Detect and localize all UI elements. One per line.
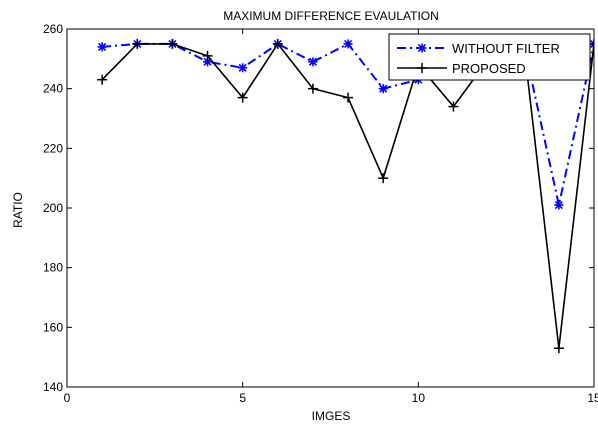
legend: WITHOUT FILTER PROPOSED [389, 34, 590, 80]
data-point [344, 39, 353, 48]
legend-label: PROPOSED [452, 61, 526, 76]
data-point [98, 42, 107, 51]
y-tick-label: 160 [43, 320, 63, 334]
data-point [554, 201, 563, 210]
y-tick-label: 240 [43, 82, 63, 96]
y-tick-label: 260 [43, 22, 63, 36]
x-tick-label: 5 [239, 391, 246, 405]
data-point [379, 84, 388, 93]
data-point [308, 57, 317, 66]
data-point [238, 63, 247, 72]
legend-label: WITHOUT FILTER [452, 41, 560, 56]
chart-title: MAXIMUM DIFFERENCE EVAULATION [223, 9, 439, 23]
x-tick-label: 0 [64, 391, 71, 405]
x-axis-label: IMGES [312, 409, 351, 423]
x-tick-label: 15 [587, 391, 598, 405]
x-tick-label: 10 [412, 391, 426, 405]
y-axis-label: RATIO [11, 192, 25, 228]
legend-marker [418, 44, 427, 53]
y-tick-label: 220 [43, 141, 63, 155]
y-tick-label: 140 [43, 380, 63, 394]
y-tick-label: 200 [43, 201, 63, 215]
y-tick-label: 180 [43, 261, 63, 275]
plot-area [67, 29, 594, 387]
